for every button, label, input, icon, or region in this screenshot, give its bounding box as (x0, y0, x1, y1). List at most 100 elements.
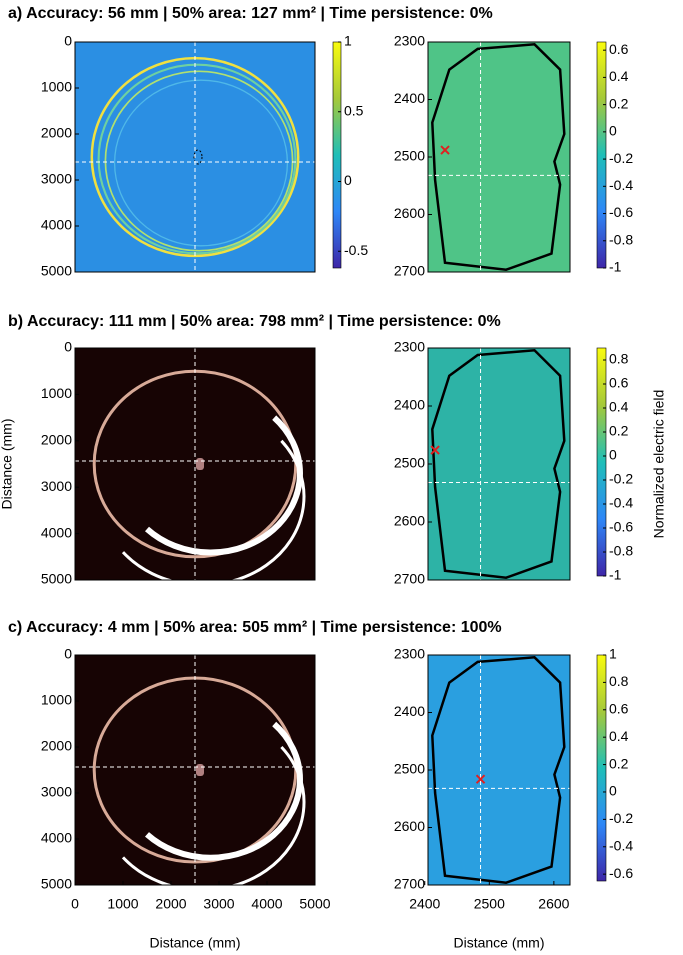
colorbar-tick-label: -0.4 (609, 177, 633, 193)
ring (97, 63, 297, 255)
x-tick-label: 0 (71, 896, 79, 912)
x-tick-label: 5000 (299, 896, 330, 912)
y-tick-label: 2000 (41, 125, 72, 141)
colorbar-tick-label: -1 (609, 259, 622, 275)
ring (121, 439, 306, 587)
y-tick-label: 2400 (394, 90, 425, 106)
y-tick-label: 2500 (394, 148, 425, 164)
estimate-marker (430, 445, 440, 455)
panel-title: a) Accuracy: 56 mm | 50% area: 127 mm² |… (8, 5, 493, 22)
y-tick-label: 0 (64, 33, 72, 49)
colorbar-tick-label: -0.6 (609, 865, 633, 881)
y-tick-label: 2600 (394, 513, 425, 529)
panel-title: b) Accuracy: 111 mm | 50% area: 798 mm² … (8, 313, 501, 330)
y-tick-label: 4000 (41, 217, 72, 233)
y-tick-label: 1000 (41, 79, 72, 95)
colorbar-label: Normalized electric field (651, 390, 667, 539)
y-tick-label: 3000 (41, 784, 72, 800)
y-tick-label: 3000 (41, 171, 72, 187)
y-tick-label: 5000 (41, 263, 72, 279)
x-tick-label: 4000 (251, 896, 282, 912)
colorbar-tick-label: 0.2 (609, 423, 629, 439)
colorbar (332, 41, 342, 269)
colorbar-tick-label: 0.4 (609, 68, 629, 84)
y-tick-label: 2300 (394, 646, 425, 662)
y-tick-label: 4000 (41, 830, 72, 846)
y-tick-label: 1000 (41, 692, 72, 708)
colorbar-tick-label: 0.6 (609, 700, 629, 716)
y-tick-label: 1000 (41, 385, 72, 401)
colorbar-tick-label: 0.4 (609, 728, 629, 744)
y-tick-label: 4000 (41, 524, 72, 540)
colorbar-tick-label: -0.2 (609, 150, 633, 166)
y-tick-label: 2600 (394, 818, 425, 834)
organ-outline (431, 656, 566, 884)
colorbar-tick-label: 0 (609, 123, 617, 139)
colorbar-tick-label: 0 (609, 447, 617, 463)
colorbar-tick-label: -0.4 (609, 837, 633, 853)
heatmap (428, 348, 570, 580)
ring (145, 721, 304, 861)
source (193, 149, 203, 165)
y-tick-label: 2700 (394, 876, 425, 892)
colorbar-tick-label: -0.6 (609, 204, 633, 220)
colorbar-tick-label: -0.6 (609, 519, 633, 535)
x-axis-label: Distance (mm) (149, 935, 240, 951)
plot-frame (74, 347, 316, 581)
colorbar-tick-label: 0.2 (609, 95, 629, 111)
x-tick-label: 1000 (107, 896, 138, 912)
estimate-marker (440, 145, 450, 155)
y-tick-label: 2700 (394, 263, 425, 279)
y-tick-label: 0 (64, 339, 72, 355)
y-tick-label: 2400 (394, 703, 425, 719)
colorbar-tick-label: -0.4 (609, 495, 633, 511)
ring (104, 70, 294, 252)
plot-frame (74, 41, 316, 273)
y-tick-label: 5000 (41, 571, 72, 587)
colorbar-tick-label: 0 (609, 783, 617, 799)
colorbar-tick-label: 1 (609, 646, 617, 662)
y-tick-label: 2600 (394, 205, 425, 221)
plot-frame (74, 654, 316, 886)
y-tick-label: 2300 (394, 339, 425, 355)
x-axis-label: Distance (mm) (453, 935, 544, 951)
colorbar-tick-label: 0.6 (609, 375, 629, 391)
ring (113, 79, 289, 247)
colorbar-tick-label: -0.2 (609, 471, 633, 487)
colorbar (596, 654, 607, 882)
y-tick-label: 5000 (41, 876, 72, 892)
y-tick-label: 2000 (41, 432, 72, 448)
y-tick-label: 2500 (394, 761, 425, 777)
x-tick-label: 2500 (474, 896, 505, 912)
ring (145, 415, 304, 556)
colorbar-tick-label: 1 (344, 33, 352, 49)
colorbar-tick-label: 0.6 (609, 41, 629, 57)
colorbar-tick-label: -0.8 (609, 543, 633, 559)
colorbar-tick-label: -1 (609, 567, 622, 583)
colorbar-tick-label: -0.5 (344, 242, 368, 258)
y-tick-label: 2500 (394, 455, 425, 471)
organ-outline (431, 43, 566, 271)
heatmap (428, 42, 570, 272)
source (196, 764, 204, 776)
y-tick-label: 2000 (41, 738, 72, 754)
x-tick-label: 2600 (538, 896, 569, 912)
heatmap (428, 655, 570, 885)
y-tick-label: 2300 (394, 33, 425, 49)
colorbar-tick-label: 0.4 (609, 399, 629, 415)
colorbar (596, 347, 607, 577)
source (196, 458, 204, 470)
ring (121, 745, 306, 892)
estimate-marker (475, 774, 486, 784)
colorbar-tick-label: 0.8 (609, 351, 629, 367)
colorbar (596, 41, 607, 269)
y-tick-label: 0 (64, 646, 72, 662)
x-tick-label: 3000 (203, 896, 234, 912)
panel-title: c) Accuracy: 4 mm | 50% area: 505 mm² | … (8, 619, 502, 636)
colorbar-tick-label: -0.2 (609, 810, 633, 826)
colorbar-tick-label: -0.8 (609, 231, 633, 247)
colorbar-tick-label: 0.2 (609, 755, 629, 771)
x-tick-label: 2400 (409, 896, 440, 912)
y-axis-label: Distance (mm) (0, 418, 15, 509)
